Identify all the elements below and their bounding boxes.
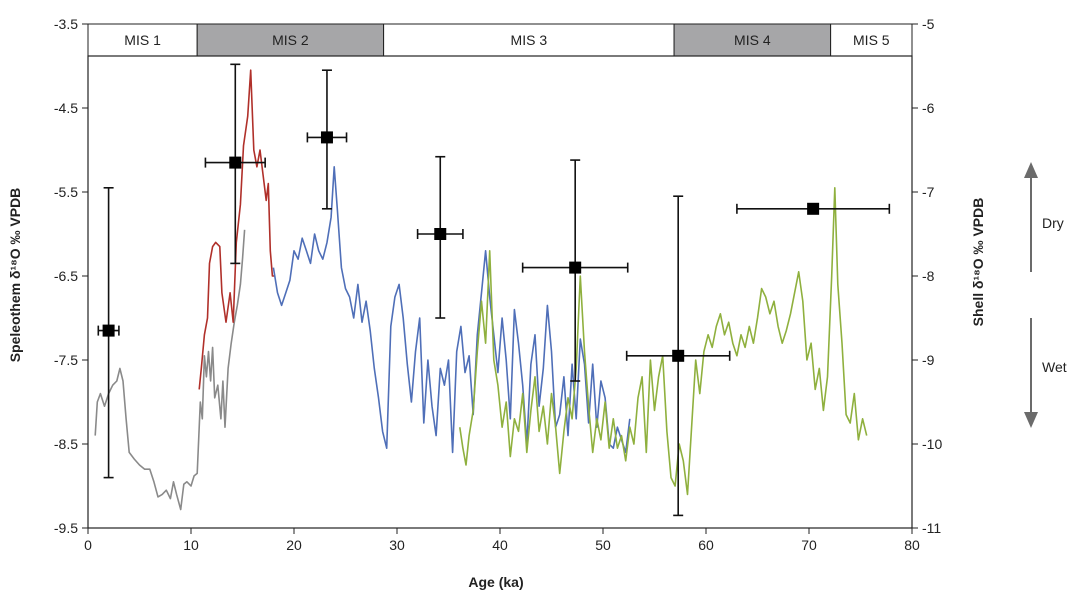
shell-marker — [672, 349, 685, 362]
stage-label: MIS 2 — [272, 32, 309, 48]
shell-marker — [569, 261, 582, 274]
plot-frame — [87, 55, 913, 529]
stage-label: MIS 1 — [124, 32, 161, 48]
shell-marker — [320, 131, 333, 144]
speleothem-series-line-4 — [459, 187, 868, 496]
y-right-tick-label: -7 — [922, 184, 935, 200]
stage-label: MIS 3 — [511, 32, 548, 48]
x-tick-label: 10 — [183, 537, 199, 553]
x-tick-label: 50 — [595, 537, 611, 553]
y-right-tick-label: -9 — [922, 352, 935, 368]
plot-area — [87, 55, 913, 529]
wet-arrow-head-icon — [1024, 412, 1038, 428]
axes-layer: 0 10 20 30 40 50 60 70 80 -3.5 -4.5 -5.5 -6.5 -7.5 -8.… — [54, 16, 943, 553]
x-tick-label: 40 — [492, 537, 508, 553]
y-axis-right-title: Shell δ¹⁸O ‰ VPDB — [970, 198, 986, 327]
stage-box — [87, 23, 198, 57]
speleothem-series-line-2 — [198, 69, 275, 390]
dry-label: Dry — [1042, 215, 1064, 231]
shell-data-point — [204, 63, 266, 265]
y-axis-left-title: Speleothem δ¹⁸O ‰ VPDB — [7, 188, 23, 363]
y-right-tick-label: -10 — [922, 436, 942, 452]
speleothem-series-line-3 — [272, 166, 631, 454]
shell-data-layer — [97, 63, 891, 517]
dry-arrow-head-icon — [1024, 162, 1038, 178]
stage-label: MIS 4 — [734, 32, 771, 48]
x-tick-label: 20 — [286, 537, 302, 553]
shell-marker — [807, 202, 820, 215]
y-left-tick-label: -4.5 — [54, 100, 78, 116]
stage-box — [383, 23, 675, 57]
y-right-tick-label: -11 — [922, 520, 941, 536]
y-left-tick-label: -3.5 — [54, 16, 78, 32]
shell-data-point — [521, 159, 629, 382]
y-left-tick-label: -7.5 — [54, 352, 78, 368]
y-right-tick-label: -8 — [922, 268, 935, 284]
speleothem-series-line-1 — [94, 229, 246, 511]
series-layer — [94, 69, 868, 511]
x-tick-label: 30 — [389, 537, 405, 553]
shell-data-point — [416, 155, 464, 319]
x-tick-label: 0 — [84, 537, 92, 553]
y-left-tick-label: -9.5 — [54, 520, 78, 536]
marine-isotope-stage-band: MIS 1 MIS 2 MIS 3 MIS 4 MIS 5 — [87, 23, 913, 57]
shell-data-point — [97, 187, 120, 479]
shell-data-point — [306, 69, 348, 210]
y-left-tick-label: -6.5 — [54, 268, 78, 284]
wet-label: Wet — [1042, 359, 1067, 375]
y-right-tick-label: -5 — [922, 16, 935, 32]
stage-label: MIS 5 — [853, 32, 890, 48]
shell-data-point — [736, 202, 891, 215]
shell-data-point — [625, 195, 731, 517]
y-left-tick-label: -5.5 — [54, 184, 78, 200]
shell-marker — [229, 156, 242, 169]
dry-wet-indicator: Dry Wet — [1024, 162, 1067, 428]
x-tick-label: 70 — [801, 537, 817, 553]
x-axis-title: Age (ka) — [468, 574, 523, 590]
shell-marker — [102, 324, 115, 337]
shell-marker — [434, 228, 447, 240]
y-right-tick-label: -6 — [922, 100, 935, 116]
y-left-tick-label: -8.5 — [54, 436, 78, 452]
stage-box — [196, 23, 385, 57]
x-tick-label: 60 — [698, 537, 714, 553]
x-tick-label: 80 — [904, 537, 920, 553]
